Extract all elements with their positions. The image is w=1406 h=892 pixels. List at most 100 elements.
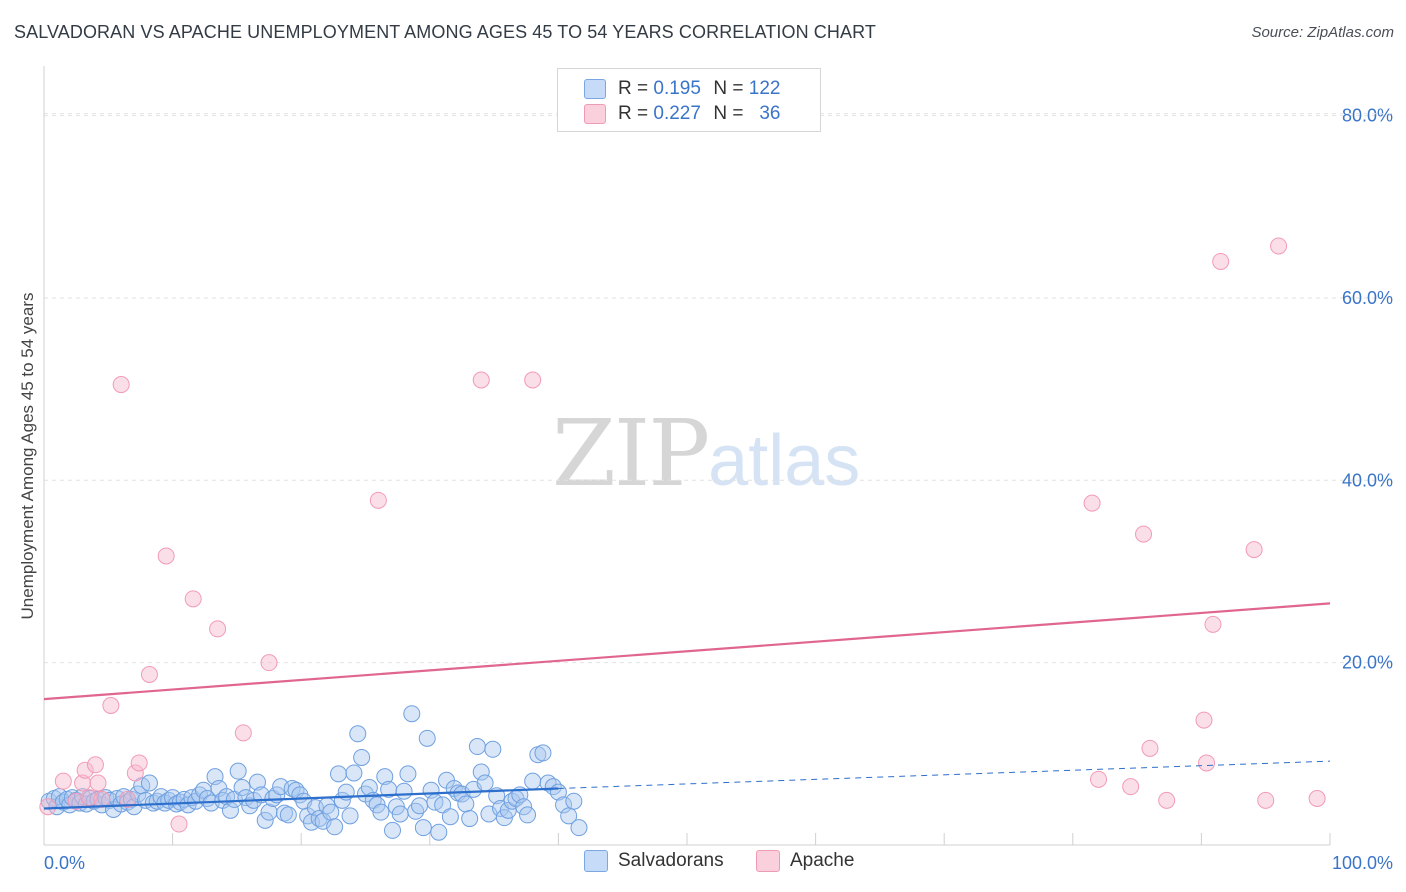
salvadorans-point [468, 738, 486, 756]
y-tick-label: 40.0% [1342, 470, 1393, 490]
legend-swatch-apache [584, 104, 606, 124]
legend-n-value-apache: 36 [759, 103, 781, 124]
salvadorans-point [345, 764, 363, 782]
legend-n-label: N = [713, 78, 744, 99]
salvadorans-point [570, 819, 588, 837]
legend-box: R = 0.195 N = 122 R = 0.227 N = 36 [557, 68, 821, 132]
chart-title: SALVADORAN VS APACHE UNEMPLOYMENT AMONG … [14, 22, 876, 42]
legend-r-value-salvadorans: 0.195 [653, 78, 701, 99]
apache-point [1083, 494, 1101, 512]
legend-n-label: N = [713, 103, 744, 124]
apache-point [130, 754, 148, 772]
salvadorans-point [418, 729, 436, 747]
salvadorans-point [441, 808, 459, 826]
apache-point [93, 790, 111, 808]
salvadorans-point [565, 792, 583, 810]
legend-r-label: R = [618, 78, 649, 99]
salvadorans-point [399, 765, 417, 783]
apache-point [1122, 778, 1140, 796]
salvadorans-point [341, 807, 359, 825]
salvadorans-point [414, 819, 432, 837]
bottom-legend-swatch-apache [756, 850, 780, 872]
apache-point [234, 724, 252, 742]
salvadorans-point [411, 797, 429, 815]
apache-point [1308, 790, 1326, 807]
apache-point [260, 654, 278, 672]
apache-point [1204, 615, 1222, 633]
salvadorans-point [391, 805, 409, 823]
salvadorans-point [472, 763, 490, 781]
salvadorans-point [434, 796, 452, 814]
salvadorans-point [395, 782, 413, 800]
apache-point [102, 697, 120, 714]
legend-r-value-apache: 0.227 [653, 103, 701, 124]
apache-point [54, 772, 72, 790]
apache-trend-line [43, 602, 1331, 701]
apache-point [80, 789, 98, 807]
apache-point [126, 764, 144, 782]
salvadorans-point [457, 795, 475, 813]
bottom-legend-swatch-salvadorans [584, 850, 608, 872]
salvadorans-trend-extension [558, 760, 1331, 789]
watermark: ZIPatlas [552, 400, 860, 507]
apache-point [1090, 770, 1108, 788]
bottom-legend-apache: Apache [756, 850, 854, 872]
apache-point [67, 792, 85, 810]
salvadorans-point [515, 798, 533, 816]
salvadorans-point [233, 779, 251, 797]
salvadorans-point [534, 744, 552, 762]
apache-point [1270, 237, 1288, 255]
salvadorans-point [555, 796, 573, 814]
watermark-zip: ZIP [552, 400, 710, 507]
apache-point [1158, 791, 1176, 809]
bottom-legend-label-salvadorans: Salvadorans [618, 850, 724, 871]
apache-point [1257, 791, 1275, 809]
apache-point [89, 774, 107, 792]
salvadorans-point [279, 806, 297, 824]
salvadorans-point [384, 821, 402, 839]
watermark-atlas: atlas [708, 421, 861, 501]
salvadorans-point [326, 818, 344, 836]
apache-point [74, 774, 92, 792]
salvadorans-point [372, 803, 390, 821]
apache-point [170, 815, 188, 833]
apache-point [119, 790, 137, 808]
salvadorans-trend-line [43, 787, 559, 810]
apache-point [1141, 739, 1159, 757]
bottom-legend-salvadorans: Salvadorans [584, 850, 724, 872]
x-tick-label-max: 100.0% [1332, 853, 1393, 873]
apache-point [1245, 541, 1263, 559]
x-tick-label-min: 0.0% [44, 853, 85, 873]
salvadorans-point [322, 803, 340, 821]
legend-swatch-salvadorans [584, 79, 606, 99]
apache-point [1212, 252, 1230, 270]
apache-point [76, 761, 94, 779]
legend-n-value-salvadorans: 122 [748, 78, 781, 99]
legend-r-label: R = [618, 103, 649, 124]
apache-point [209, 620, 227, 638]
apache-point [157, 547, 175, 565]
y-tick-label: 60.0% [1342, 288, 1393, 308]
y-tick-label: 20.0% [1342, 653, 1393, 673]
salvadorans-point [140, 774, 158, 792]
salvadorans-point [229, 762, 247, 780]
salvadorans-point [260, 803, 278, 821]
salvadorans-point [349, 725, 367, 743]
apache-point [112, 376, 130, 394]
y-tick-label: 80.0% [1342, 106, 1393, 126]
salvadorans-point [353, 748, 371, 766]
apache-point [184, 590, 202, 608]
apache-point [1198, 754, 1216, 772]
apache-point [39, 798, 57, 816]
salvadorans-point [403, 705, 421, 723]
salvadorans-point [376, 768, 394, 786]
salvadorans-point [430, 823, 448, 841]
salvadorans-point [461, 810, 479, 828]
salvadorans-point [519, 806, 537, 824]
legend-row-apache: R = 0.227 N = 36 [584, 102, 780, 126]
legend-row-salvadorans: R = 0.195 N = 122 [584, 77, 780, 101]
apache-point [86, 756, 104, 774]
source-label: Source: ZipAtlas.com [1251, 24, 1394, 41]
salvadorans-point [248, 773, 266, 791]
